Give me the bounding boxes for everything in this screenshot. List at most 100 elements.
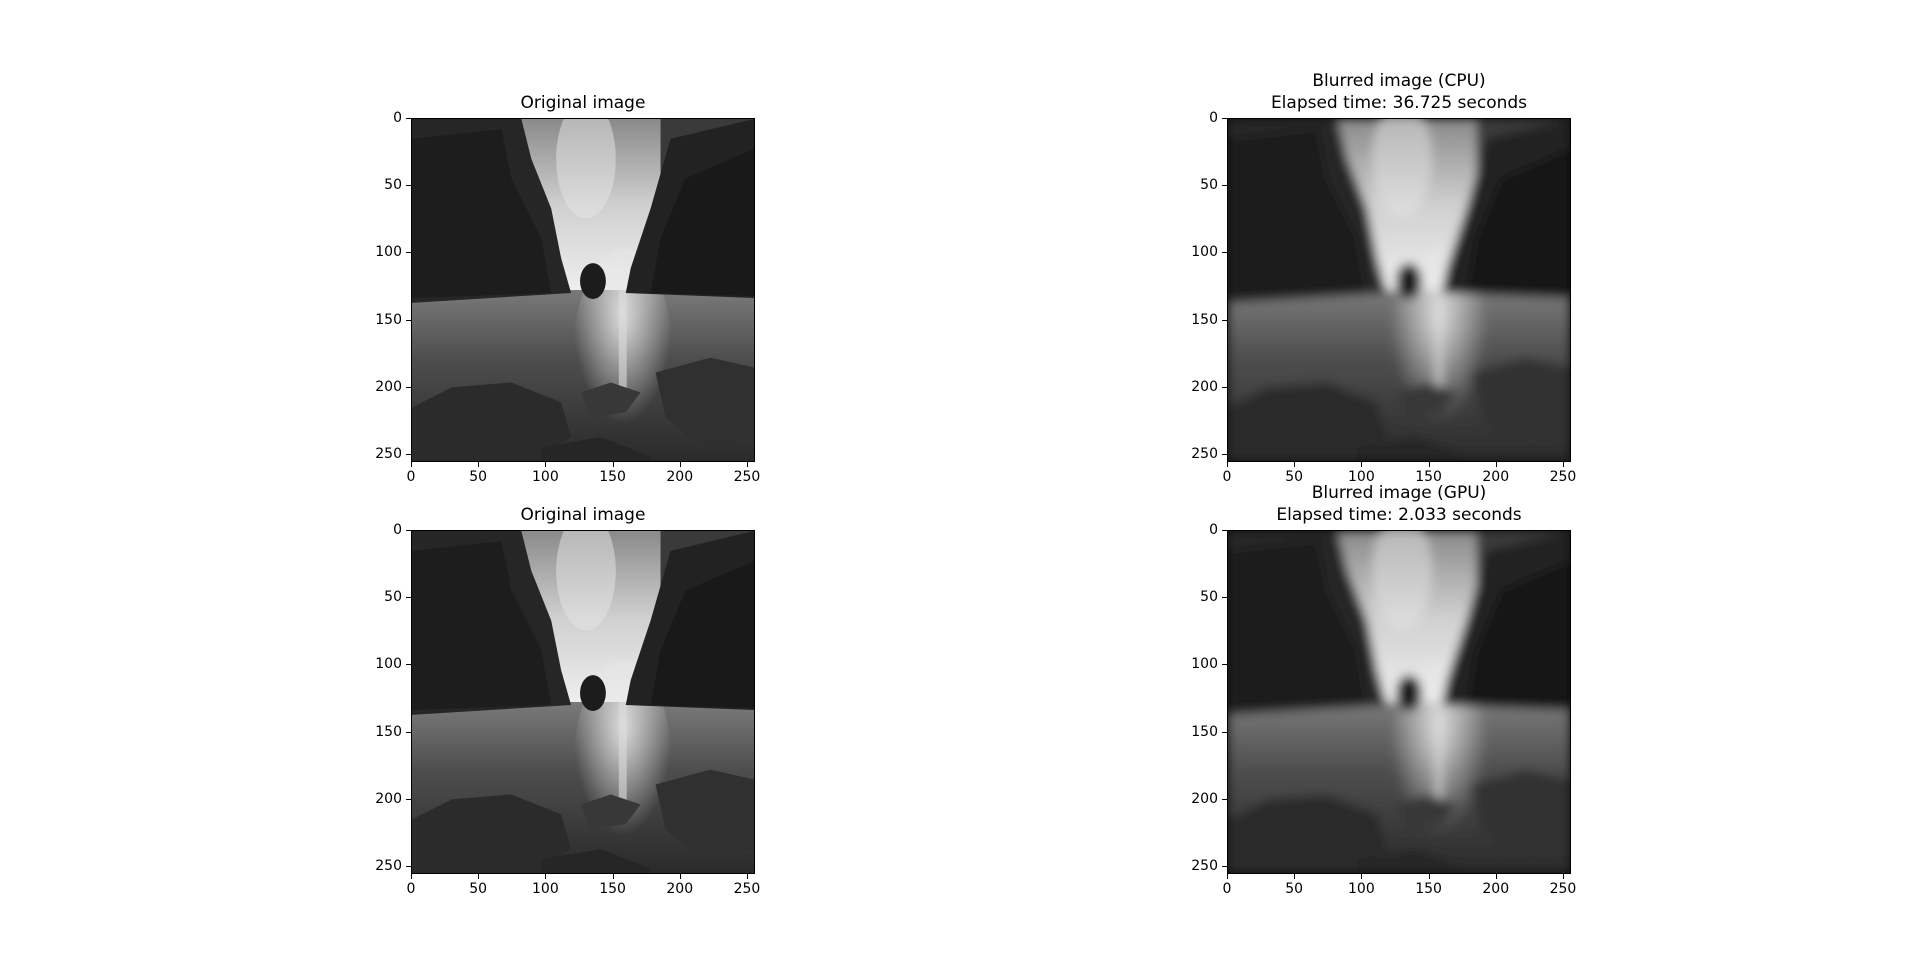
x-tick-label: 250: [733, 881, 761, 897]
title-line-1: Blurred image (GPU): [1311, 483, 1487, 503]
y-tick-mark: [406, 664, 411, 666]
x-tick-mark: [411, 874, 412, 879]
x-tick-mark: [679, 462, 681, 467]
x-tick-mark: [612, 874, 614, 879]
y-tick-label: 150: [375, 723, 402, 740]
x-tick-label: 150: [599, 881, 626, 897]
y-tick-mark: [406, 530, 411, 531]
panel-blurred-cpu: Blurred image (CPU) Elapsed time: 36.725…: [1227, 70, 1571, 502]
y-tick-label: 250: [375, 445, 402, 462]
title-line-1: Original image: [520, 505, 646, 525]
y-tick-mark: [406, 118, 411, 119]
x-tick-label: 100: [532, 881, 559, 897]
x-tick-mark: [478, 874, 480, 879]
y-tick-label: 200: [375, 790, 402, 807]
y-tick-label: 100: [375, 244, 402, 261]
y-tick-label: 0: [1209, 110, 1218, 126]
x-tick-label: 0: [1222, 469, 1232, 485]
y-tick-label: 200: [1191, 378, 1218, 395]
y-tick-label: 150: [1191, 311, 1218, 328]
y-tick-mark: [1222, 865, 1227, 867]
y-tick-label: 200: [1191, 790, 1218, 807]
x-tick-mark: [1428, 462, 1430, 467]
image-axes: [411, 530, 755, 874]
y-tick-mark: [1222, 386, 1227, 388]
title-line-2: Elapsed time: 2.033 seconds: [1276, 505, 1522, 525]
y-tick-label: 50: [384, 177, 402, 194]
y-tick-label: 0: [1209, 522, 1218, 538]
panel-original-top: Original image: [411, 92, 755, 502]
x-tick-label: 50: [469, 469, 488, 485]
x-tick-mark: [1294, 874, 1296, 879]
panel-blurred-gpu: Blurred image (GPU) Elapsed time: 2.033 …: [1227, 482, 1571, 914]
x-tick-label: 50: [1285, 469, 1304, 485]
x-tick-mark: [746, 874, 748, 879]
y-tick-mark: [1222, 664, 1227, 666]
x-tick-label: 200: [666, 881, 694, 897]
x-tick-label: 200: [1482, 469, 1510, 485]
x-tick-mark: [545, 462, 547, 467]
y-tick-label: 50: [1200, 589, 1218, 606]
y-tick-mark: [406, 865, 411, 867]
x-tick-mark: [1361, 462, 1363, 467]
x-tick-label: 200: [666, 469, 694, 485]
x-tick-mark: [679, 874, 681, 879]
title-line-2: Elapsed time: 36.725 seconds: [1270, 93, 1528, 113]
x-tick-label: 100: [1348, 469, 1375, 485]
x-tick-mark: [1227, 462, 1228, 467]
y-tick-mark: [1222, 798, 1227, 800]
y-tick-mark: [406, 731, 411, 733]
x-tick-mark: [411, 462, 412, 467]
panel-title: Blurred image (GPU) Elapsed time: 2.033 …: [1227, 482, 1571, 526]
y-tick-label: 50: [1200, 177, 1218, 194]
y-tick-label: 0: [393, 522, 402, 538]
x-tick-label: 250: [733, 469, 761, 485]
x-tick-mark: [545, 874, 547, 879]
y-tick-label: 250: [375, 857, 402, 874]
x-tick-label: 150: [599, 469, 626, 485]
title-line-1: Original image: [520, 93, 646, 113]
x-tick-mark: [1495, 462, 1497, 467]
x-tick-label: 50: [1285, 881, 1304, 897]
x-tick-label: 100: [532, 469, 559, 485]
image-axes: [1227, 118, 1571, 462]
y-tick-mark: [1222, 453, 1227, 455]
x-tick-mark: [1227, 874, 1228, 879]
panel-title: Blurred image (CPU) Elapsed time: 36.725…: [1227, 70, 1571, 114]
y-tick-label: 150: [1191, 723, 1218, 740]
x-tick-mark: [478, 462, 480, 467]
panel-original-bottom: Original image: [411, 504, 755, 914]
y-tick-mark: [406, 798, 411, 800]
x-tick-mark: [1562, 874, 1564, 879]
x-tick-label: 50: [469, 881, 488, 897]
y-tick-label: 250: [1191, 445, 1218, 462]
image-axes: [411, 118, 755, 462]
y-tick-mark: [406, 319, 411, 321]
title-line-1: Blurred image (CPU): [1312, 71, 1486, 91]
blurred-landscape-image: [1228, 119, 1570, 461]
y-tick-mark: [1222, 252, 1227, 254]
y-tick-mark: [1222, 319, 1227, 321]
x-tick-mark: [1361, 874, 1363, 879]
y-tick-mark: [406, 185, 411, 187]
x-tick-label: 0: [1222, 881, 1232, 897]
y-tick-mark: [406, 252, 411, 254]
landscape-image: [412, 531, 754, 873]
y-tick-label: 100: [1191, 244, 1218, 261]
x-tick-mark: [1294, 462, 1296, 467]
x-tick-mark: [612, 462, 614, 467]
x-tick-label: 0: [406, 469, 416, 485]
y-tick-label: 250: [1191, 857, 1218, 874]
y-tick-mark: [1222, 530, 1227, 531]
x-tick-mark: [1428, 874, 1430, 879]
x-tick-label: 250: [1549, 469, 1577, 485]
y-tick-mark: [1222, 597, 1227, 599]
y-tick-mark: [1222, 185, 1227, 187]
y-tick-label: 50: [384, 589, 402, 606]
y-tick-label: 0: [393, 110, 402, 126]
x-tick-mark: [1495, 874, 1497, 879]
x-tick-label: 250: [1549, 881, 1577, 897]
x-tick-label: 150: [1415, 469, 1442, 485]
x-tick-label: 100: [1348, 881, 1375, 897]
